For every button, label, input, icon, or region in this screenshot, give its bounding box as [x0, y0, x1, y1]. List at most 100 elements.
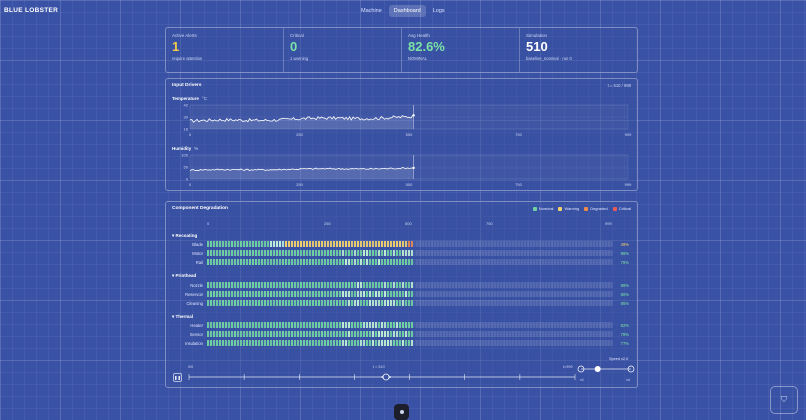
future-segment — [577, 282, 581, 288]
timeline-handle[interactable] — [382, 373, 390, 381]
degradation-segment — [225, 331, 228, 337]
chart-plot-area — [189, 154, 629, 180]
group-title-thermal[interactable]: ▾ Thermal — [172, 314, 194, 319]
degradation-segment — [411, 291, 414, 297]
brand-logo[interactable]: BLUE LOBSTER — [4, 7, 59, 14]
group-title-printhead[interactable]: ▾ Printhead — [172, 273, 197, 278]
degradation-segment — [405, 282, 408, 288]
degradation-segment — [345, 241, 348, 247]
degradation-segment — [216, 322, 219, 328]
future-segment — [418, 340, 422, 346]
group-title-recoating[interactable]: ▾ Recoating — [172, 233, 198, 238]
future-segment — [544, 340, 548, 346]
degradation-segment — [255, 282, 258, 288]
degradation-segment — [216, 282, 219, 288]
future-segment — [469, 322, 473, 328]
degradation-segment — [300, 300, 303, 306]
degradation-segment — [387, 340, 390, 346]
future-segment — [478, 340, 482, 346]
future-segment — [604, 241, 608, 247]
tab-dashboard[interactable]: Dashboard — [388, 5, 426, 17]
degradation-segment — [216, 300, 219, 306]
future-segment — [559, 282, 563, 288]
degradation-segment — [357, 250, 360, 256]
future-segment — [514, 291, 518, 297]
future-segment — [433, 331, 437, 337]
degradation-segment — [351, 300, 354, 306]
degradation-segment — [249, 291, 252, 297]
degradation-segment — [258, 300, 261, 306]
degradation-segment — [228, 259, 231, 265]
degradation-segment — [234, 282, 237, 288]
legend-item-warning: Warning — [558, 206, 579, 211]
degradation-segment — [249, 259, 252, 265]
future-segment — [508, 291, 512, 297]
future-segment — [439, 241, 443, 247]
future-segment — [463, 250, 467, 256]
pause-button[interactable]: ❚❚ — [173, 373, 182, 382]
future-segment — [526, 259, 530, 265]
future-segment — [553, 259, 557, 265]
degradation-segment — [300, 331, 303, 337]
future-segment — [520, 259, 524, 265]
degradation-segment — [351, 250, 354, 256]
shield-button[interactable]: ⛉ — [770, 386, 798, 414]
degradation-segment — [213, 331, 216, 337]
future-segment — [550, 259, 554, 265]
future-segment — [526, 282, 530, 288]
record-button[interactable] — [394, 404, 409, 420]
future-segment — [544, 250, 548, 256]
degradation-segment — [405, 291, 408, 297]
degradation-segment — [333, 250, 336, 256]
degradation-segment — [324, 322, 327, 328]
axis-tick: 0 — [207, 221, 210, 226]
future-segment — [583, 241, 587, 247]
degradation-segment — [330, 291, 333, 297]
future-segment — [445, 331, 449, 337]
future-segment — [523, 259, 527, 265]
degradation-segment — [219, 291, 222, 297]
future-segment — [607, 340, 611, 346]
row-label: Blade — [192, 242, 203, 247]
degradation-segment — [207, 291, 210, 297]
future-segment — [511, 241, 515, 247]
future-segment — [418, 250, 422, 256]
degradation-segment — [237, 282, 240, 288]
timeline-scrubber[interactable] — [185, 371, 580, 383]
future-segment — [460, 300, 464, 306]
future-segment — [568, 322, 572, 328]
degradation-segment — [411, 241, 414, 247]
future-segment — [508, 250, 512, 256]
degradation-segment — [384, 340, 387, 346]
tab-logs[interactable]: Logs — [432, 8, 445, 14]
degradation-segment — [333, 322, 336, 328]
degradation-segment — [366, 331, 369, 337]
degradation-segment — [312, 300, 315, 306]
degradation-segment — [237, 241, 240, 247]
legend-item-nominal: Nominal — [532, 206, 553, 211]
degradation-segment — [345, 322, 348, 328]
degradation-segment — [213, 282, 216, 288]
tab-machine[interactable]: Machine — [361, 8, 382, 14]
future-segment — [484, 282, 488, 288]
future-segment — [589, 250, 593, 256]
future-segment — [436, 282, 440, 288]
future-segment — [517, 322, 521, 328]
degradation-segment — [285, 331, 288, 337]
degradation-segment — [378, 291, 381, 297]
degradation-segment — [366, 291, 369, 297]
degradation-segment — [216, 241, 219, 247]
speed-slider[interactable] — [577, 364, 635, 374]
degradation-segment — [399, 331, 402, 337]
degradation-segment — [375, 259, 378, 265]
degradation-segment — [234, 250, 237, 256]
future-segment — [454, 340, 458, 346]
future-segment — [598, 291, 602, 297]
future-segment — [430, 322, 434, 328]
future-segment — [514, 241, 518, 247]
degradation-segment — [255, 291, 258, 297]
speed-handle[interactable] — [594, 366, 601, 372]
degradation-segment — [219, 340, 222, 346]
degradation-segment — [393, 291, 396, 297]
degradation-segment — [360, 259, 363, 265]
